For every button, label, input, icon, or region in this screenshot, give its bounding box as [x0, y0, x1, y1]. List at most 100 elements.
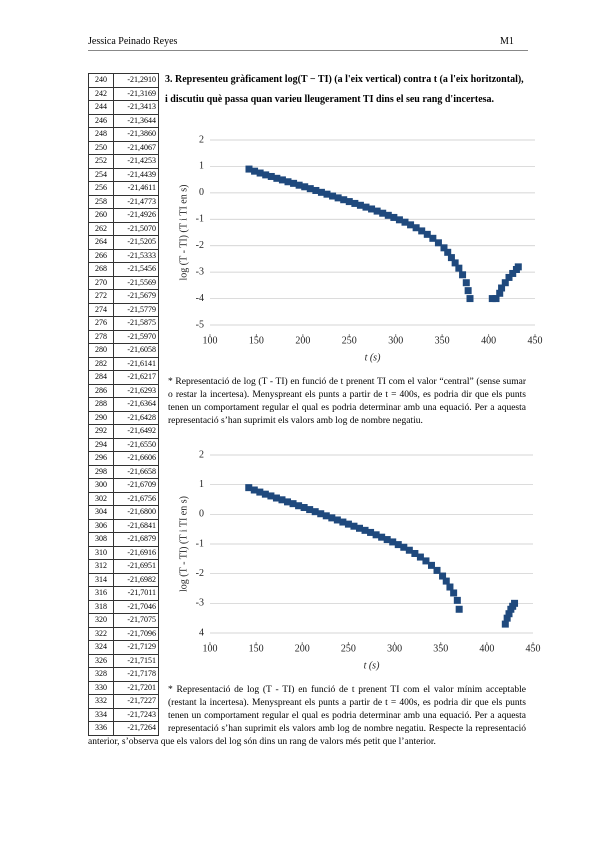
table-row: 286 -21,6293 [88, 383, 159, 398]
point [301, 183, 309, 191]
table-cell: -21,6217 [113, 370, 159, 385]
table-row: 282 -21,6141 [88, 356, 159, 371]
table-row: 260 -21,4926 [88, 208, 159, 223]
point [401, 218, 409, 226]
table-row: 330 -21,7201 [88, 680, 159, 695]
table-row: 326 -21,7151 [88, 653, 159, 668]
point [362, 203, 370, 211]
table-row: 254 -21,4439 [88, 167, 159, 182]
point [429, 234, 437, 242]
point [267, 172, 275, 180]
table-cell: -21,6141 [113, 356, 159, 371]
point [256, 488, 264, 496]
point [334, 194, 342, 202]
point [311, 508, 319, 516]
point [434, 239, 442, 247]
table-row: 296 -21,6606 [88, 451, 159, 466]
x-tick-label: 100 [203, 643, 218, 654]
table-cell: 292 [88, 424, 114, 439]
point [261, 490, 269, 498]
table-cell: 294 [88, 437, 114, 452]
x-axis-label: t (s) [365, 352, 382, 363]
table-cell: -21,6058 [113, 343, 159, 358]
x-tick-label: 300 [388, 335, 403, 346]
table-cell: -21,5970 [113, 329, 159, 344]
table-cell: -21,7243 [113, 707, 159, 722]
point [322, 512, 330, 520]
point [256, 169, 264, 177]
point [278, 176, 286, 184]
point [373, 207, 381, 215]
table-row: 248 -21,3860 [88, 127, 159, 142]
table-cell: -21,6364 [113, 397, 159, 412]
table-row: 300 -21,6709 [88, 478, 159, 493]
point [367, 528, 375, 536]
table-cell: -21,6709 [113, 478, 159, 493]
point [505, 273, 513, 281]
table-row: 270 -21,5569 [88, 275, 159, 290]
y-tick-label: 0 [199, 509, 204, 520]
data-table: 240 -21,2910 242 -21,3169 244 -21,3413 246 -21,… [88, 73, 159, 736]
table-cell: -21,6293 [113, 383, 159, 398]
point [384, 211, 392, 219]
point [351, 199, 359, 207]
y-axis-label: log (T - TI) (T i TI en s) [178, 496, 189, 592]
point [345, 198, 353, 206]
table-row: 276 -21,5875 [88, 316, 159, 331]
point [329, 192, 337, 200]
point [405, 546, 413, 554]
point [439, 572, 447, 580]
point [418, 227, 426, 235]
point [450, 589, 458, 597]
y-tick-label: -2 [196, 568, 204, 579]
table-cell: 284 [88, 370, 114, 385]
table-row: 328 -21,7178 [88, 667, 159, 682]
y-tick-label: -3 [196, 598, 204, 609]
point [361, 526, 369, 534]
question: 3. Representeu gràficament log(T − TI) (… [165, 74, 524, 105]
point [267, 492, 275, 500]
point [444, 248, 452, 256]
point [306, 506, 314, 514]
point [312, 186, 320, 194]
point [295, 502, 303, 510]
point [245, 165, 253, 173]
table-cell: -21,5779 [113, 302, 159, 317]
point [442, 577, 450, 585]
table-row: 274 -21,5779 [88, 302, 159, 317]
table-row: 250 -21,4067 [88, 140, 159, 155]
caption: * Representació de log (T - TI) en funci… [88, 684, 526, 749]
point [433, 566, 441, 574]
point [400, 543, 408, 551]
y-tick-label: 4 [199, 627, 204, 638]
table-row: 332 -21,7227 [88, 694, 159, 709]
y-tick-label: 1 [199, 479, 204, 490]
point [501, 620, 509, 628]
table-row: 310 -21,6916 [88, 545, 159, 560]
y-tick-label: -1 [196, 538, 204, 549]
table-row: 312 -21,6951 [88, 559, 159, 574]
table-row: 266 -21,5333 [88, 248, 159, 263]
table-cell: -21,6606 [113, 451, 159, 466]
point [407, 221, 415, 229]
table-row: 258 -21,4773 [88, 194, 159, 209]
y-tick-label: 2 [199, 134, 204, 145]
point [451, 259, 459, 267]
table-row: 292 -21,6492 [88, 424, 159, 439]
point [446, 583, 454, 591]
table-row: 298 -21,6658 [88, 464, 159, 479]
point [356, 524, 364, 532]
point [395, 216, 403, 224]
y-axis-label: log (T - TI) (T i TI en s) [178, 185, 189, 281]
point [412, 224, 420, 232]
point [389, 538, 397, 546]
table-row: 294 -21,6550 [88, 437, 159, 452]
table-cell: -21,5456 [113, 262, 159, 277]
x-tick-label: 450 [528, 335, 543, 346]
x-tick-label: 200 [295, 335, 310, 346]
y-tick-label: 1 [199, 161, 204, 172]
table-cell: -21,6428 [113, 410, 159, 425]
y-tick-label: -5 [196, 319, 204, 330]
point [284, 498, 292, 506]
